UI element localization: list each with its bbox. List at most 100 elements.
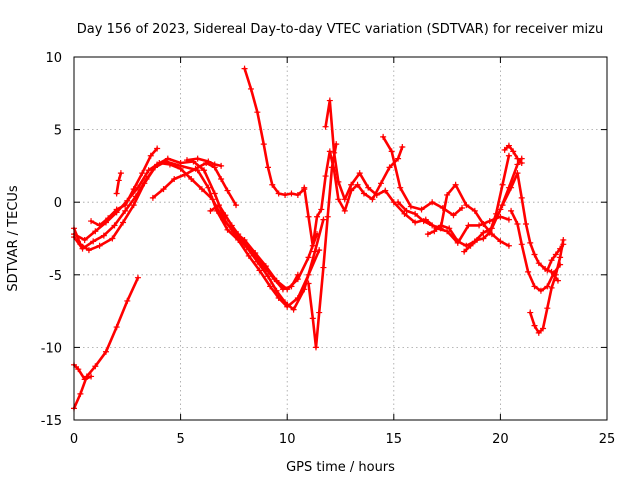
data-point xyxy=(446,225,453,232)
data-point xyxy=(92,228,99,235)
data-point xyxy=(497,206,504,213)
series-sat-r xyxy=(461,152,512,255)
series-sat-t xyxy=(499,170,561,284)
x-tick-label: 10 xyxy=(279,432,296,447)
data-point xyxy=(269,181,276,188)
series-line xyxy=(72,363,93,381)
data-point xyxy=(311,248,318,255)
data-point xyxy=(320,264,327,271)
data-point xyxy=(171,175,178,182)
data-point xyxy=(407,203,414,210)
data-point xyxy=(79,245,86,252)
data-point xyxy=(198,186,205,193)
series-sat-i xyxy=(183,155,225,169)
data-point xyxy=(267,283,274,290)
data-point xyxy=(403,207,410,214)
data-point xyxy=(254,255,261,262)
data-point xyxy=(531,251,538,258)
data-point xyxy=(134,184,141,191)
data-point xyxy=(412,219,419,226)
data-point xyxy=(113,324,120,331)
data-point xyxy=(273,287,280,294)
data-point xyxy=(514,161,521,168)
data-point xyxy=(160,186,167,193)
data-point xyxy=(544,305,551,312)
y-tick-label: -5 xyxy=(49,269,62,284)
data-point xyxy=(147,152,154,159)
data-point xyxy=(518,159,525,166)
series-sat-d xyxy=(71,155,327,313)
data-point xyxy=(322,173,329,180)
data-point xyxy=(531,283,538,290)
data-point xyxy=(535,260,542,267)
data-point xyxy=(324,213,331,220)
series-line xyxy=(303,145,404,248)
data-point xyxy=(326,148,333,155)
data-point xyxy=(294,191,301,198)
data-point xyxy=(540,325,547,332)
data-point xyxy=(424,231,431,238)
data-point xyxy=(262,265,269,272)
data-point xyxy=(397,184,404,191)
y-tick-label: -15 xyxy=(41,414,62,429)
data-point xyxy=(120,219,127,226)
data-point xyxy=(130,202,137,209)
data-point xyxy=(222,212,229,219)
data-point xyxy=(418,206,425,213)
data-point xyxy=(241,239,248,246)
data-point xyxy=(412,210,419,217)
data-point xyxy=(130,186,137,193)
data-point xyxy=(282,299,289,306)
data-point xyxy=(450,212,457,219)
data-point xyxy=(275,190,282,197)
data-point xyxy=(290,306,297,313)
series-sat-k xyxy=(241,65,308,198)
data-point xyxy=(378,180,385,187)
y-tick-label: -10 xyxy=(41,341,62,356)
data-point xyxy=(183,157,190,164)
axis-ticks: 0 5 10 15 20 25 -15 -10 -5 0 5 10 xyxy=(41,51,616,447)
data-point xyxy=(96,242,103,249)
data-point xyxy=(463,202,470,209)
x-tick-label: 5 xyxy=(176,432,184,447)
data-point xyxy=(164,155,171,162)
series-sat-w xyxy=(544,241,567,274)
data-point xyxy=(486,229,493,236)
plot-frame xyxy=(73,56,608,421)
data-point xyxy=(508,184,515,191)
data-point xyxy=(192,165,199,172)
data-point xyxy=(467,242,474,249)
data-point xyxy=(510,148,517,155)
data-point xyxy=(312,344,319,351)
data-point xyxy=(207,207,214,214)
data-point xyxy=(132,193,139,200)
data-point xyxy=(473,236,480,243)
data-point xyxy=(75,366,82,373)
data-point xyxy=(320,216,327,223)
chart-title: Day 156 of 2023, Sidereal Day-to-day VTE… xyxy=(77,22,603,37)
data-point xyxy=(90,238,97,245)
y-tick-label: 5 xyxy=(54,124,62,139)
data-point xyxy=(105,215,112,222)
data-point xyxy=(476,222,483,229)
series-line xyxy=(307,142,338,349)
data-point xyxy=(420,218,427,225)
data-point xyxy=(429,199,436,206)
data-point xyxy=(100,232,107,239)
data-point xyxy=(331,149,338,156)
data-point xyxy=(124,297,131,304)
data-point xyxy=(247,247,254,254)
data-point xyxy=(109,235,116,242)
data-point xyxy=(514,220,521,227)
data-point xyxy=(279,286,286,293)
data-point xyxy=(288,283,295,290)
data-point xyxy=(544,283,551,290)
series-sat-a xyxy=(71,274,141,412)
data-point xyxy=(527,309,534,316)
series-line xyxy=(462,154,511,253)
data-point xyxy=(215,202,222,209)
data-point xyxy=(335,178,342,185)
data-point xyxy=(117,170,124,177)
data-point xyxy=(548,284,555,291)
data-point xyxy=(309,242,316,249)
